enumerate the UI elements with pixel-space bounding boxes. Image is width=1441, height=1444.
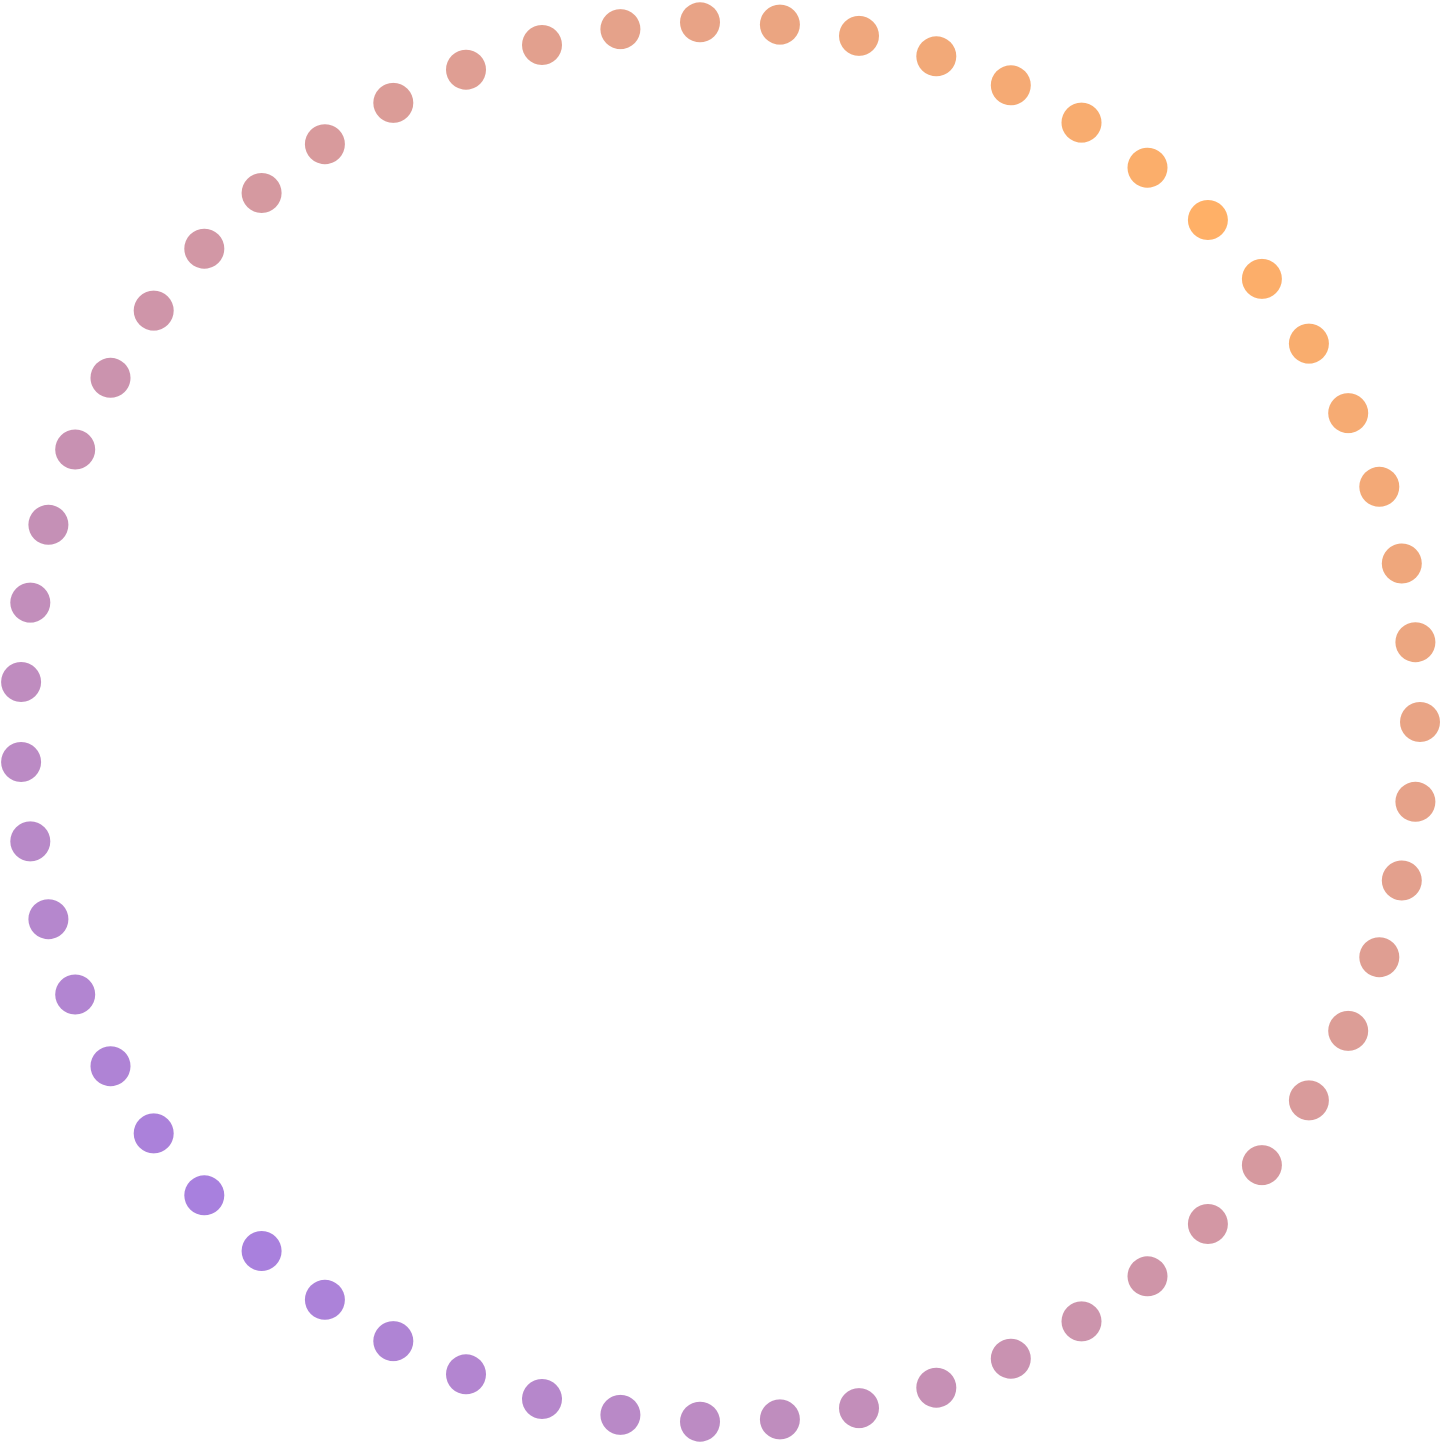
dot [10, 821, 51, 862]
dot [90, 1046, 131, 1087]
dot [1187, 200, 1228, 240]
dot [522, 1379, 562, 1419]
dot [373, 1321, 414, 1362]
dot [446, 1354, 486, 1395]
dot [1061, 1301, 1102, 1342]
dot [446, 49, 486, 90]
dot [1061, 102, 1102, 143]
dot [1395, 781, 1436, 822]
dot [1359, 937, 1400, 978]
dot [55, 974, 96, 1015]
dot [1187, 1204, 1228, 1244]
dot [241, 173, 282, 213]
dot [1328, 393, 1369, 434]
dot [184, 228, 225, 269]
dot [184, 1175, 225, 1216]
dot [1241, 1145, 1282, 1186]
dot [1288, 1080, 1329, 1121]
dot [1127, 1256, 1168, 1297]
dot [990, 1338, 1031, 1379]
dot [28, 504, 69, 545]
dot [1328, 1010, 1369, 1051]
dot [1, 662, 42, 702]
dot [133, 290, 174, 331]
dot [304, 124, 345, 165]
dot [1381, 860, 1422, 901]
dot [916, 1367, 957, 1408]
dot [241, 1231, 282, 1271]
dot [90, 357, 131, 398]
dot [990, 65, 1031, 106]
dot [1241, 258, 1282, 299]
dot [55, 429, 96, 470]
dot [373, 82, 414, 123]
dot [839, 1388, 879, 1429]
dot [1288, 323, 1329, 364]
dot [759, 4, 800, 45]
dot [1400, 702, 1440, 742]
dot [1, 742, 42, 782]
dot [759, 1399, 800, 1440]
dot [680, 2, 720, 43]
dot [1381, 543, 1422, 584]
dot [522, 25, 562, 65]
dot [1359, 466, 1400, 507]
dot [839, 15, 879, 56]
dot [304, 1279, 345, 1320]
dot [1127, 147, 1168, 188]
dot [600, 1394, 641, 1435]
dot [600, 9, 641, 50]
dot [916, 36, 957, 77]
dot [133, 1113, 174, 1154]
dot [10, 582, 51, 623]
dot [28, 899, 69, 940]
dot [1395, 622, 1436, 663]
dot [680, 1401, 720, 1442]
